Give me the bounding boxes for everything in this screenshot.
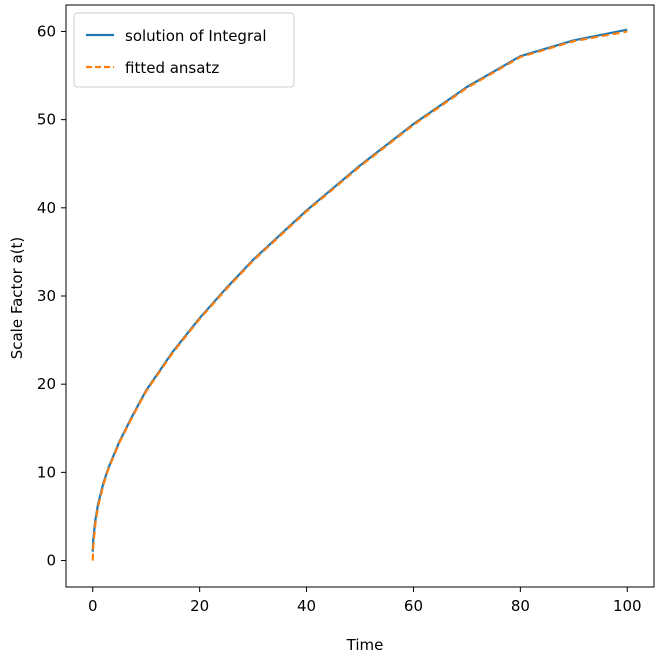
- plot-area: [91, 28, 628, 561]
- x-tick-label: 80: [511, 597, 530, 615]
- y-tick-label: 40: [37, 199, 56, 217]
- x-tick-label: 60: [404, 597, 423, 615]
- legend-label-solution-of-integral: solution of Integral: [125, 27, 266, 45]
- y-tick-label: 10: [37, 463, 56, 481]
- x-tick-label: 20: [190, 597, 209, 615]
- y-tick-label: 60: [37, 22, 56, 40]
- legend: solution of Integral fitted ansatz: [73, 12, 295, 88]
- y-axis-label: Scale Factor a(t): [8, 237, 26, 360]
- x-axis-label: Time: [346, 636, 384, 654]
- axes-frame: [65, 4, 655, 588]
- x-tick-label: 0: [88, 597, 98, 615]
- ticks-group: 0 20 40 60 80 100 0 10 20 30 40 50 60: [37, 22, 642, 615]
- y-tick-label: 0: [46, 552, 56, 570]
- legend-label-fitted-ansatz: fitted ansatz: [125, 59, 219, 77]
- y-tick-label: 50: [37, 111, 56, 129]
- series-line-solution-of-integral: [91, 28, 628, 552]
- x-tick-label: 100: [613, 597, 642, 615]
- series-line-fitted-ansatz: [91, 30, 628, 561]
- y-tick-label: 30: [37, 287, 56, 305]
- x-tick-label: 40: [297, 597, 316, 615]
- y-tick-label: 20: [37, 375, 56, 393]
- legend-box: [73, 12, 295, 88]
